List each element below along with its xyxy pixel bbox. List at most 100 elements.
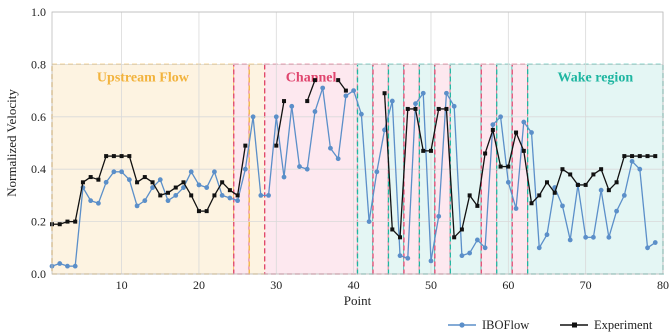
data-point: [212, 169, 217, 175]
series-line-segment: [267, 116, 277, 196]
series-line-segment: [144, 187, 154, 201]
data-point: [575, 182, 580, 187]
data-point: [560, 203, 565, 209]
x-tick-label: 40: [348, 278, 360, 292]
series-line-segment: [569, 184, 579, 241]
data-point: [467, 193, 472, 198]
data-point: [173, 193, 179, 198]
data-point: [158, 193, 163, 198]
data-point: [428, 148, 433, 153]
y-tick-label: 0.4: [31, 162, 46, 176]
data-point: [103, 179, 109, 185]
data-point: [529, 201, 534, 206]
data-point: [614, 180, 619, 185]
y-axis-title: Normalized Velocity: [4, 89, 19, 197]
data-point: [591, 172, 596, 177]
data-point: [65, 219, 70, 224]
data-point: [405, 255, 411, 261]
series-line-segment: [74, 187, 84, 267]
region-label: Upstream Flow: [97, 70, 190, 85]
data-point: [312, 109, 318, 114]
data-point: [467, 250, 473, 256]
data-point: [57, 222, 62, 227]
data-point: [173, 185, 178, 190]
series-line-segment: [206, 171, 216, 188]
data-point: [483, 151, 488, 156]
legend-label: IBOFlow: [482, 318, 529, 332]
data-point: [436, 213, 442, 219]
series-line-segment: [314, 87, 324, 112]
series-line-segment: [206, 195, 216, 212]
data-point: [80, 180, 85, 185]
data-point: [598, 187, 604, 193]
series-line-segment: [182, 181, 192, 196]
series-line-segment: [530, 132, 540, 248]
y-tick-label: 0.8: [31, 57, 46, 71]
series-line-segment: [445, 92, 455, 107]
data-point: [289, 103, 295, 109]
data-point: [590, 234, 596, 240]
series-line-segment: [515, 121, 525, 209]
data-point: [111, 154, 116, 159]
data-point: [343, 88, 348, 93]
data-point: [281, 174, 287, 180]
data-point: [653, 154, 658, 159]
data-point: [652, 240, 658, 245]
y-tick-labels: 0.0 0.2 0.4 0.6 0.8 1.0: [31, 5, 46, 281]
series-line-segment: [615, 155, 625, 183]
data-point: [157, 177, 163, 183]
data-point: [150, 180, 155, 185]
data-point: [219, 193, 225, 198]
series-line-segment: [476, 153, 486, 206]
x-tick-label: 60: [502, 278, 514, 292]
data-point: [490, 122, 496, 128]
series-line-segment: [128, 179, 138, 207]
data-point: [405, 106, 410, 111]
data-point: [513, 206, 519, 211]
data-point: [127, 154, 132, 159]
data-point: [567, 237, 573, 243]
series-line-segment: [213, 181, 223, 196]
series-line-segment: [499, 116, 509, 183]
data-point: [273, 114, 279, 120]
data-point: [189, 193, 194, 198]
data-point: [366, 219, 372, 225]
series-line-segment: [507, 182, 517, 209]
data-point: [637, 154, 642, 159]
series-line-segment: [561, 205, 571, 241]
data-point: [119, 169, 125, 175]
data-point: [328, 145, 333, 151]
data-point: [521, 119, 527, 125]
series-line-segment: [322, 87, 332, 149]
data-point: [165, 198, 171, 204]
data-point: [305, 99, 310, 104]
series-line-segment: [383, 93, 393, 230]
legend: IBOFlow Experiment: [448, 318, 653, 332]
series-line-segment: [546, 187, 556, 235]
series-line-segment: [616, 195, 625, 212]
data-point: [119, 154, 124, 159]
data-point: [242, 166, 248, 172]
series-line-segment: [291, 106, 301, 167]
series-line-segment: [538, 234, 548, 249]
data-point: [72, 263, 78, 269]
series-line-segment: [190, 171, 200, 186]
data-point: [220, 180, 225, 185]
data-point: [614, 208, 619, 214]
data-point: [204, 185, 210, 190]
data-point: [96, 177, 101, 182]
x-tick-label: 50: [425, 278, 437, 292]
data-point: [629, 158, 635, 164]
data-point: [552, 190, 557, 195]
series-line-segment: [151, 181, 161, 196]
data-point: [274, 143, 279, 148]
series-line-segment: [639, 169, 649, 248]
series-line-segment: [360, 114, 370, 222]
data-point: [297, 164, 302, 169]
data-point: [645, 154, 650, 159]
data-point: [73, 219, 78, 224]
data-point: [111, 169, 117, 175]
data-point: [250, 114, 256, 120]
legend-label: Experiment: [594, 318, 653, 332]
series-line-segment: [306, 79, 316, 102]
